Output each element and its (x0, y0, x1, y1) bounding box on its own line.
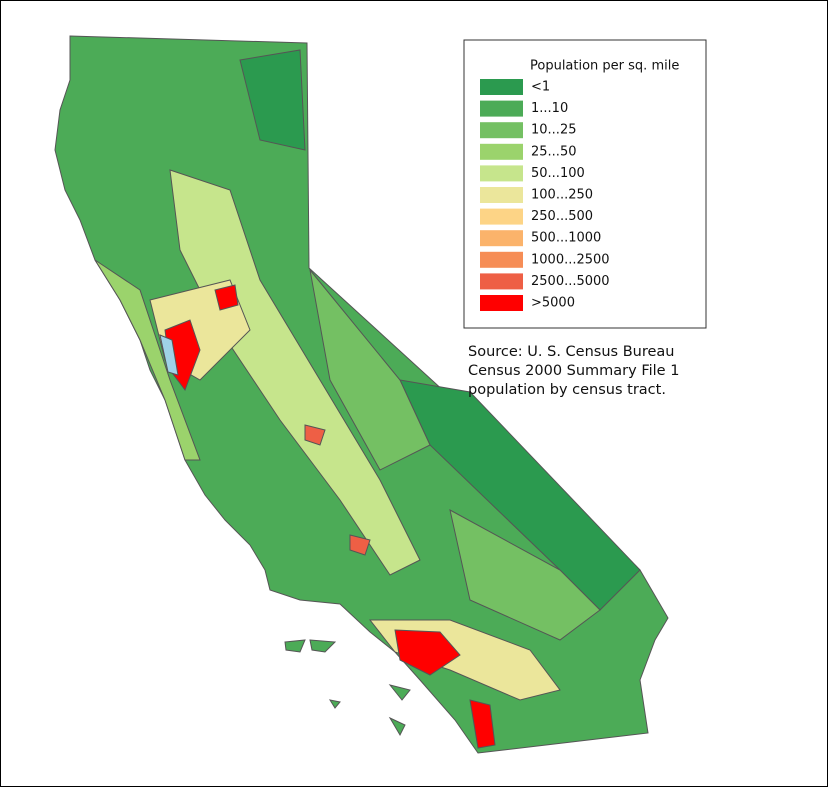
legend-label: 1...10 (531, 101, 568, 116)
legend-label: <1 (531, 80, 550, 95)
california-map (54, 35, 669, 754)
legend-label: 250...500 (531, 209, 593, 224)
island (328, 699, 341, 709)
legend-title: Population per sq. mile (530, 59, 679, 74)
urban-core (349, 534, 371, 556)
county-region (309, 268, 431, 471)
legend-swatch (480, 122, 523, 139)
legend-swatch (480, 230, 523, 247)
urban-core (214, 284, 239, 311)
bay-water (159, 334, 179, 376)
island (388, 716, 406, 737)
legend-swatch (480, 165, 523, 182)
legend-label: 1000...2500 (531, 252, 610, 267)
island (388, 684, 411, 701)
urban-core (394, 629, 461, 676)
legend-label: 10...25 (531, 123, 576, 138)
island (309, 639, 337, 653)
legend-items: <1 1...10 10...25 25...50 50...100 100...250 2… (480, 79, 610, 311)
legend-swatch (480, 187, 523, 203)
county-region (449, 509, 601, 641)
legend-swatch (480, 273, 523, 290)
northeast-region (239, 49, 306, 151)
source-line: Census 2000 Summary File 1 (468, 363, 679, 379)
legend-swatch (480, 251, 523, 268)
coast-region (94, 259, 201, 461)
source-line: Source: U. S. Census Bureau (468, 344, 674, 360)
urban-core (469, 699, 496, 749)
legend-swatch (480, 100, 523, 117)
legend-swatch (480, 295, 523, 311)
urban-core (304, 424, 326, 446)
legend-swatch (480, 143, 523, 160)
legend-label: 25...50 (531, 144, 576, 159)
legend-label: 100...250 (531, 188, 593, 203)
legend-label: 50...100 (531, 166, 585, 181)
legend-swatch (480, 79, 523, 95)
legend-label: >5000 (531, 296, 575, 311)
legend-label: 2500...5000 (531, 274, 610, 289)
legend-swatch (480, 208, 523, 225)
source-line: population by census tract. (468, 382, 666, 398)
legend-label: 500...1000 (531, 231, 601, 246)
island (284, 639, 306, 653)
